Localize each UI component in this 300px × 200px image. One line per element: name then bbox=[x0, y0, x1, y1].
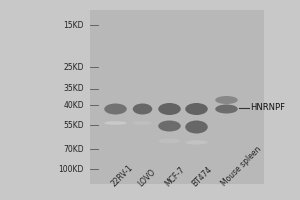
Ellipse shape bbox=[158, 138, 181, 144]
Text: Mouse spleen: Mouse spleen bbox=[220, 145, 263, 188]
Text: 15KD: 15KD bbox=[64, 21, 84, 29]
Text: BT474: BT474 bbox=[190, 164, 214, 188]
Ellipse shape bbox=[215, 104, 238, 114]
Text: 100KD: 100KD bbox=[58, 164, 84, 173]
Text: HNRNPF: HNRNPF bbox=[250, 104, 286, 112]
Ellipse shape bbox=[133, 121, 152, 125]
Text: 40KD: 40KD bbox=[63, 100, 84, 110]
Ellipse shape bbox=[104, 121, 127, 125]
Text: 55KD: 55KD bbox=[63, 120, 84, 130]
Ellipse shape bbox=[215, 96, 238, 104]
Text: MCF-7: MCF-7 bbox=[163, 165, 186, 188]
Text: LOVO: LOVO bbox=[136, 167, 157, 188]
Text: 35KD: 35KD bbox=[63, 84, 84, 93]
Text: 70KD: 70KD bbox=[63, 144, 84, 154]
Ellipse shape bbox=[185, 120, 208, 134]
Ellipse shape bbox=[158, 120, 181, 132]
Ellipse shape bbox=[185, 140, 208, 145]
Text: 25KD: 25KD bbox=[64, 62, 84, 72]
Ellipse shape bbox=[158, 103, 181, 115]
Ellipse shape bbox=[104, 104, 127, 114]
Ellipse shape bbox=[133, 104, 152, 114]
Ellipse shape bbox=[185, 103, 208, 115]
FancyBboxPatch shape bbox=[90, 10, 264, 184]
Text: 22RV-1: 22RV-1 bbox=[109, 163, 134, 188]
